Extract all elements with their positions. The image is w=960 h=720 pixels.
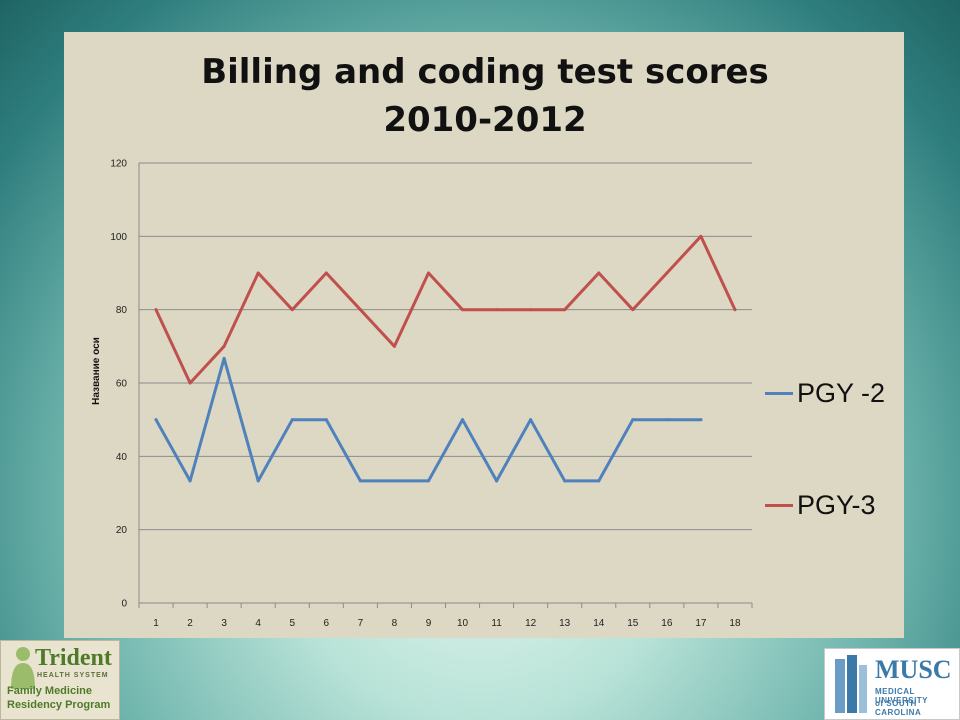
data-point bbox=[597, 479, 601, 483]
data-point bbox=[392, 344, 396, 348]
x-tick-label: 12 bbox=[525, 618, 537, 629]
x-tick-label: 15 bbox=[627, 618, 639, 629]
y-tick-label: 40 bbox=[116, 452, 128, 463]
chart-title-line2: 2010-2012 bbox=[383, 100, 587, 140]
data-point bbox=[256, 271, 260, 275]
data-point bbox=[324, 418, 328, 422]
musc-line2: of SOUTH CAROLINA bbox=[875, 699, 922, 717]
x-tick-label: 18 bbox=[729, 618, 741, 629]
x-tick-label: 11 bbox=[491, 618, 502, 629]
data-point bbox=[392, 479, 396, 483]
trident-logo: Trident HEALTH SYSTEM Family Medicine Re… bbox=[0, 640, 120, 720]
chart-title-line1: Billing and coding test scores bbox=[201, 52, 769, 92]
data-point bbox=[461, 308, 465, 312]
data-point bbox=[188, 479, 192, 483]
data-point bbox=[290, 308, 294, 312]
data-point bbox=[222, 344, 226, 348]
data-point bbox=[563, 308, 567, 312]
data-point bbox=[495, 308, 499, 312]
data-point bbox=[529, 418, 533, 422]
data-point bbox=[563, 479, 567, 483]
x-tick-label: 9 bbox=[426, 618, 432, 629]
x-tick-label: 1 bbox=[153, 618, 159, 629]
y-tick-label: 60 bbox=[116, 379, 128, 390]
trident-name: Trident bbox=[35, 645, 112, 671]
data-point bbox=[222, 356, 226, 360]
y-tick-label: 80 bbox=[116, 305, 128, 316]
data-point bbox=[665, 418, 669, 422]
x-tick-label: 17 bbox=[695, 618, 707, 629]
legend-swatch-pgy3 bbox=[765, 503, 793, 507]
chart-panel bbox=[64, 32, 904, 638]
trident-sub: HEALTH SYSTEM bbox=[37, 672, 109, 679]
legend-label-pgy3: PGY-3 bbox=[797, 489, 876, 520]
data-point bbox=[529, 308, 533, 312]
data-point bbox=[699, 418, 703, 422]
musc-line1: MEDICAL UNIVERSITY bbox=[875, 687, 929, 705]
data-point bbox=[699, 234, 703, 238]
data-point bbox=[631, 418, 635, 422]
data-point bbox=[358, 308, 362, 312]
y-axis-title: Название оси bbox=[91, 337, 102, 405]
data-point bbox=[426, 479, 430, 483]
data-point bbox=[495, 479, 499, 483]
y-tick-label: 0 bbox=[121, 599, 127, 610]
data-point bbox=[324, 271, 328, 275]
data-point bbox=[154, 418, 158, 422]
data-point bbox=[358, 479, 362, 483]
y-tick-label: 20 bbox=[116, 525, 128, 536]
data-point bbox=[290, 418, 294, 422]
legend-label-pgy2: PGY -2 bbox=[797, 377, 886, 408]
data-point bbox=[665, 271, 669, 275]
musc-building-icon bbox=[835, 655, 867, 713]
x-tick-label: 13 bbox=[559, 618, 571, 629]
musc-name: MUSC bbox=[875, 655, 952, 684]
trident-figure-icon bbox=[11, 647, 35, 689]
x-tick-label: 6 bbox=[324, 618, 330, 629]
data-point bbox=[188, 381, 192, 385]
data-point bbox=[631, 308, 635, 312]
trident-line2: Residency Program bbox=[7, 699, 111, 711]
musc-logo: MUSC MEDICAL UNIVERSITY of SOUTH CAROLIN… bbox=[824, 648, 960, 720]
legend-swatch-pgy2 bbox=[765, 391, 793, 395]
x-tick-label: 10 bbox=[457, 618, 469, 629]
data-point bbox=[461, 418, 465, 422]
legend-item-pgy2: PGY -2 bbox=[765, 373, 885, 413]
trident-line1: Family Medicine bbox=[7, 685, 92, 697]
x-tick-label: 7 bbox=[358, 618, 364, 629]
x-tick-label: 16 bbox=[661, 618, 673, 629]
series-line-0 bbox=[154, 356, 703, 483]
y-tick-label: 120 bbox=[110, 159, 127, 170]
x-tick-label: 5 bbox=[289, 618, 295, 629]
y-tick-label: 100 bbox=[110, 232, 127, 243]
data-point bbox=[154, 308, 158, 312]
data-point bbox=[733, 308, 737, 312]
x-tick-label: 8 bbox=[392, 618, 398, 629]
data-point bbox=[256, 479, 260, 483]
x-tick-label: 3 bbox=[221, 618, 227, 629]
x-tick-label: 4 bbox=[255, 618, 261, 629]
legend-item-pgy3: PGY-3 bbox=[765, 485, 876, 525]
chart-title: Billing and coding test scores 2010-2012 bbox=[0, 48, 960, 144]
x-tick-label: 2 bbox=[187, 618, 193, 629]
data-point bbox=[426, 271, 430, 275]
x-tick-label: 14 bbox=[593, 618, 605, 629]
data-point bbox=[597, 271, 601, 275]
series-line-1 bbox=[154, 234, 737, 385]
